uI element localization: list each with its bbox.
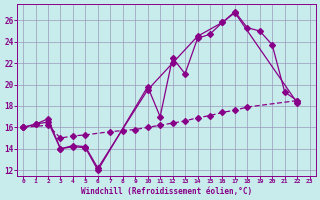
X-axis label: Windchill (Refroidissement éolien,°C): Windchill (Refroidissement éolien,°C)	[81, 187, 252, 196]
